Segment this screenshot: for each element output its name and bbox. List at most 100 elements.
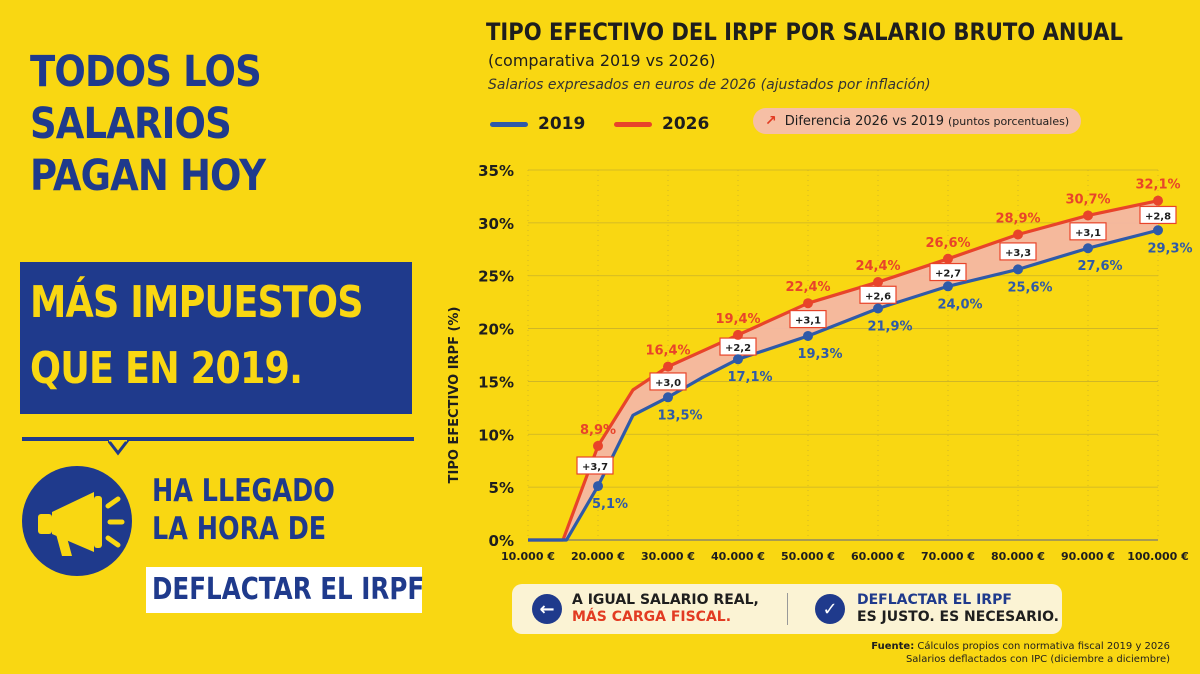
data-label-2019: 29,3% bbox=[1147, 241, 1192, 256]
y-tick-label: 10% bbox=[478, 426, 514, 444]
x-tick-label: 90.000 € bbox=[1061, 550, 1115, 563]
data-label-2019: 5,1% bbox=[592, 497, 628, 512]
difference-label: +2,8 bbox=[1145, 211, 1171, 222]
trend-up-icon: ↗ bbox=[765, 113, 777, 129]
megaphone-icon bbox=[38, 492, 125, 556]
x-tick-label: 30.000 € bbox=[641, 550, 695, 563]
data-label-2026: 16,4% bbox=[645, 344, 690, 359]
cta-line: HA LLEGADO bbox=[152, 473, 335, 509]
source-text2: Salarios deflactados con IPC (diciembre … bbox=[905, 654, 1170, 665]
source-text1: Cálculos propios con normativa fiscal 20… bbox=[917, 641, 1170, 652]
marker-2026 bbox=[1153, 195, 1163, 206]
info-left: A IGUAL SALARIO REAL, MÁS CARGA FISCAL. bbox=[572, 592, 759, 626]
y-tick-label: 20% bbox=[478, 321, 514, 339]
difference-label: +3,1 bbox=[795, 316, 821, 327]
difference-box bbox=[1069, 222, 1107, 241]
cta-line: LA HORA DE bbox=[152, 511, 327, 547]
difference-box bbox=[789, 309, 827, 329]
data-label-2026: 24,4% bbox=[855, 259, 900, 274]
data-label-2026: 8,9% bbox=[580, 423, 616, 438]
x-tick-label: 40.000 € bbox=[711, 550, 765, 563]
info-right-line1: DEFLACTAR EL IRPF bbox=[857, 592, 1012, 608]
marker-2026 bbox=[943, 253, 953, 264]
marker-2019 bbox=[803, 330, 813, 341]
x-tick-label: 50.000 € bbox=[781, 550, 835, 563]
difference-box bbox=[576, 456, 614, 475]
data-label-2026: 30,7% bbox=[1065, 192, 1110, 207]
x-tick-label: 10.000 € bbox=[501, 550, 555, 563]
speech-bubble-tail bbox=[108, 440, 130, 456]
difference-area bbox=[528, 200, 1158, 540]
difference-label: +2,2 bbox=[725, 343, 751, 354]
info-right: DEFLACTAR EL IRPF ES JUSTO. ES NECESARIO… bbox=[857, 592, 1059, 626]
difference-box bbox=[649, 372, 687, 391]
marker-2026 bbox=[873, 277, 883, 288]
difference-label: +3,0 bbox=[655, 378, 681, 389]
highlight-line: MÁS IMPUESTOS bbox=[30, 277, 364, 328]
highlight-box bbox=[20, 262, 412, 414]
source-note: Fuente: Cálculos propios con normativa f… bbox=[870, 640, 1170, 666]
marker-2026 bbox=[1083, 210, 1093, 221]
legend-swatch-2019 bbox=[490, 121, 528, 127]
headline: TODOS LOS SALARIOS PAGAN HOY bbox=[30, 46, 266, 202]
chart-title: TIPO EFECTIVO DEL IRPF POR SALARIO BRUTO… bbox=[486, 18, 1123, 46]
legend-diff-unit: (puntos porcentuales) bbox=[947, 114, 1070, 128]
y-tick-label: 35% bbox=[478, 162, 514, 180]
y-tick-label: 15% bbox=[478, 373, 514, 391]
source-label: Fuente: bbox=[871, 641, 915, 652]
deflactar-box bbox=[146, 567, 422, 613]
highlight-line: QUE EN 2019. bbox=[30, 343, 303, 394]
deflactar-label: DEFLACTAR EL IRPF bbox=[152, 572, 425, 607]
headline-line: TODOS LOS bbox=[30, 47, 262, 97]
x-tick-label: 70.000 € bbox=[921, 550, 975, 563]
y-axis-title: TIPO EFECTIVO IRPF (%) bbox=[447, 307, 462, 484]
marker-2019 bbox=[663, 392, 673, 403]
data-label-2026: 19,4% bbox=[715, 312, 760, 327]
info-box: ← A IGUAL SALARIO REAL, MÁS CARGA FISCAL… bbox=[512, 584, 1062, 634]
difference-box bbox=[999, 242, 1037, 261]
speech-bubble-divider bbox=[22, 437, 414, 441]
highlight-text: MÁS IMPUESTOS QUE EN 2019. bbox=[30, 270, 364, 402]
difference-label: +2,6 bbox=[865, 291, 891, 302]
marker-2019 bbox=[733, 354, 743, 365]
data-label-2026: 32,1% bbox=[1135, 178, 1180, 193]
marker-2026 bbox=[1013, 229, 1023, 240]
marker-2019 bbox=[1083, 243, 1093, 254]
marker-2026 bbox=[803, 298, 813, 309]
x-tick-label: 60.000 € bbox=[851, 550, 905, 563]
legend-label-2026: 2026 bbox=[662, 114, 710, 134]
difference-label: +3,3 bbox=[1005, 248, 1031, 259]
headline-line: SALARIOS bbox=[30, 99, 232, 149]
data-label-2026: 26,6% bbox=[925, 236, 970, 251]
y-tick-label: 5% bbox=[489, 479, 514, 497]
y-tick-label: 25% bbox=[478, 268, 514, 286]
x-tick-label: 80.000 € bbox=[991, 550, 1045, 563]
data-label-2019: 19,3% bbox=[797, 347, 842, 362]
legend-2019: 2019 bbox=[490, 114, 585, 134]
marker-2019 bbox=[1013, 264, 1023, 275]
marker-2026 bbox=[663, 361, 673, 372]
series-line-2019 bbox=[528, 228, 1159, 542]
y-tick-label: 0% bbox=[489, 532, 514, 550]
marker-2019 bbox=[1153, 225, 1163, 236]
info-divider bbox=[787, 593, 788, 625]
marker-2019 bbox=[593, 481, 603, 492]
legend-2026: 2026 bbox=[614, 114, 709, 134]
legend-swatch-2026 bbox=[614, 121, 652, 127]
data-label-2019: 25,6% bbox=[1007, 280, 1052, 295]
x-tick-label: 20.000 € bbox=[571, 550, 625, 563]
y-tick-label: 30% bbox=[478, 215, 514, 233]
marker-2026 bbox=[733, 329, 743, 340]
marker-2026 bbox=[593, 440, 603, 451]
info-left-line1: A IGUAL SALARIO REAL, bbox=[572, 592, 759, 608]
difference-label: +3,7 bbox=[582, 462, 608, 473]
data-label-2019: 24,0% bbox=[937, 297, 982, 312]
call-to-action: HA LLEGADO LA HORA DE bbox=[152, 472, 335, 548]
chart-subtitle: (comparativa 2019 vs 2026) bbox=[488, 51, 716, 70]
headline-line: PAGAN HOY bbox=[30, 151, 266, 201]
legend-label-2019: 2019 bbox=[538, 114, 586, 134]
x-tick-label: 100.000 € bbox=[1127, 550, 1189, 563]
difference-label: +3,1 bbox=[1075, 228, 1101, 239]
difference-box bbox=[1139, 205, 1177, 225]
